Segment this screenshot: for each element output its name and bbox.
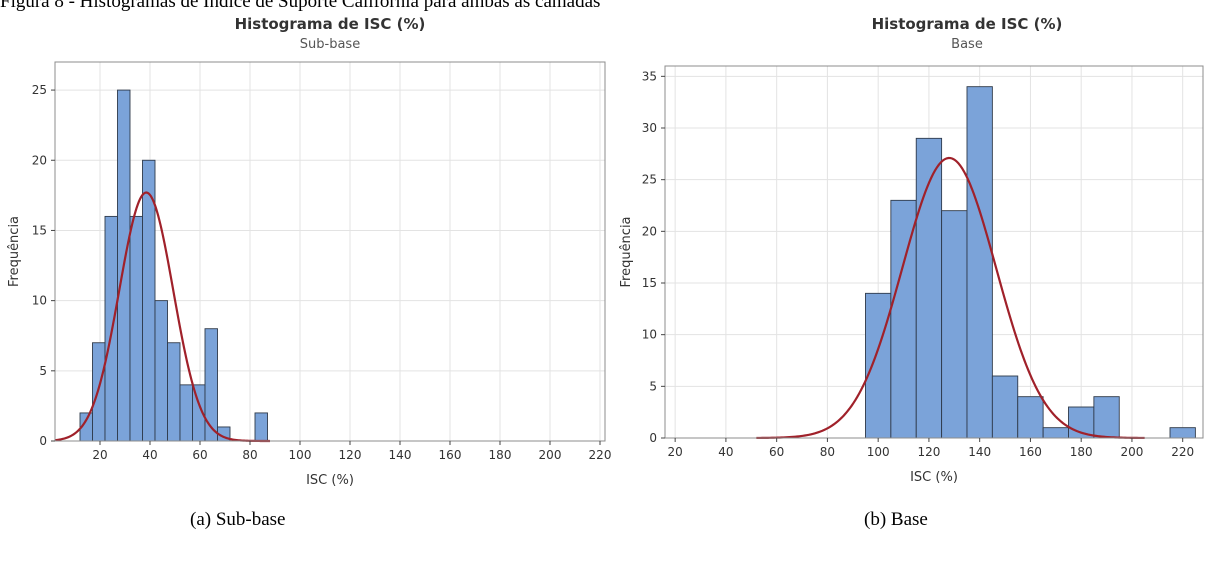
histogram-bar xyxy=(179,384,193,442)
x-tick-label: 20 xyxy=(668,445,683,459)
histogram-bar xyxy=(204,328,218,442)
x-tick-label: 120 xyxy=(339,448,362,462)
x-tick-label: 160 xyxy=(1019,445,1042,459)
x-tick-label: 60 xyxy=(769,445,784,459)
histogram-bar xyxy=(254,412,268,442)
x-tick-label: 200 xyxy=(1120,445,1143,459)
x-tick-label: 220 xyxy=(589,448,612,462)
histogram-bar xyxy=(966,86,993,439)
x-tick-label: 80 xyxy=(820,445,835,459)
x-tick-label: 80 xyxy=(242,448,257,462)
figure-caption: Figura 8 - Histogramas de Índice de Supo… xyxy=(0,0,601,12)
y-tick-label: 5 xyxy=(649,379,657,393)
x-tick-label: 160 xyxy=(439,448,462,462)
y-tick-label: 35 xyxy=(642,69,657,83)
y-tick-label: 0 xyxy=(649,431,657,445)
x-tick-label: 40 xyxy=(142,448,157,462)
x-tick-label: 180 xyxy=(1070,445,1093,459)
y-tick-label: 25 xyxy=(32,83,47,97)
chart-title: Histograma de ISC (%) xyxy=(235,15,426,33)
x-tick-label: 200 xyxy=(539,448,562,462)
x-tick-label: 60 xyxy=(192,448,207,462)
x-tick-label: 20 xyxy=(92,448,107,462)
chart-subtitle: Base xyxy=(951,37,983,52)
y-tick-label: 25 xyxy=(642,173,657,187)
y-tick-label: 10 xyxy=(642,328,657,342)
caption-sub-base: (a) Sub-base xyxy=(190,509,286,530)
histogram-bar xyxy=(1169,427,1196,439)
histogram-bar xyxy=(1017,396,1044,439)
y-tick-label: 20 xyxy=(642,224,657,238)
y-tick-label: 15 xyxy=(32,223,47,237)
histogram-bar xyxy=(1042,427,1069,439)
normal-fit-curve xyxy=(756,156,1145,440)
chart-subtitle: Sub-base xyxy=(300,37,360,52)
histogram-bar xyxy=(167,342,181,442)
histogram-bar xyxy=(129,215,143,442)
histogram-bar xyxy=(865,292,892,439)
histogram-bar xyxy=(915,137,943,439)
x-tick-label: 100 xyxy=(289,448,312,462)
y-tick-label: 30 xyxy=(642,121,657,135)
y-tick-label: 0 xyxy=(39,434,47,448)
x-tick-label: 40 xyxy=(718,445,733,459)
y-axis-label: Frequência xyxy=(7,216,22,287)
y-tick-label: 5 xyxy=(39,364,47,378)
plot-frame xyxy=(54,61,606,442)
histogram-bar xyxy=(941,210,968,439)
x-tick-label: 180 xyxy=(489,448,512,462)
histogram-bar xyxy=(991,375,1019,439)
x-tick-label: 140 xyxy=(968,445,991,459)
caption-base: (b) Base xyxy=(864,509,928,530)
plot-frame xyxy=(664,65,1204,439)
chart-title: Histograma de ISC (%) xyxy=(872,15,1063,33)
y-tick-label: 10 xyxy=(32,294,47,308)
x-axis-label: ISC (%) xyxy=(306,473,354,488)
x-axis-label: ISC (%) xyxy=(910,470,958,485)
x-tick-label: 140 xyxy=(389,448,412,462)
x-tick-label: 120 xyxy=(917,445,940,459)
x-tick-label: 220 xyxy=(1171,445,1194,459)
normal-fit-curve xyxy=(54,191,270,443)
histogram-bar xyxy=(1093,396,1120,439)
y-axis-label: Frequência xyxy=(619,216,634,287)
y-tick-label: 15 xyxy=(642,276,657,290)
histogram-bar xyxy=(890,199,917,439)
y-tick-label: 20 xyxy=(32,153,47,167)
x-tick-label: 100 xyxy=(867,445,890,459)
histogram-bar xyxy=(154,300,168,442)
